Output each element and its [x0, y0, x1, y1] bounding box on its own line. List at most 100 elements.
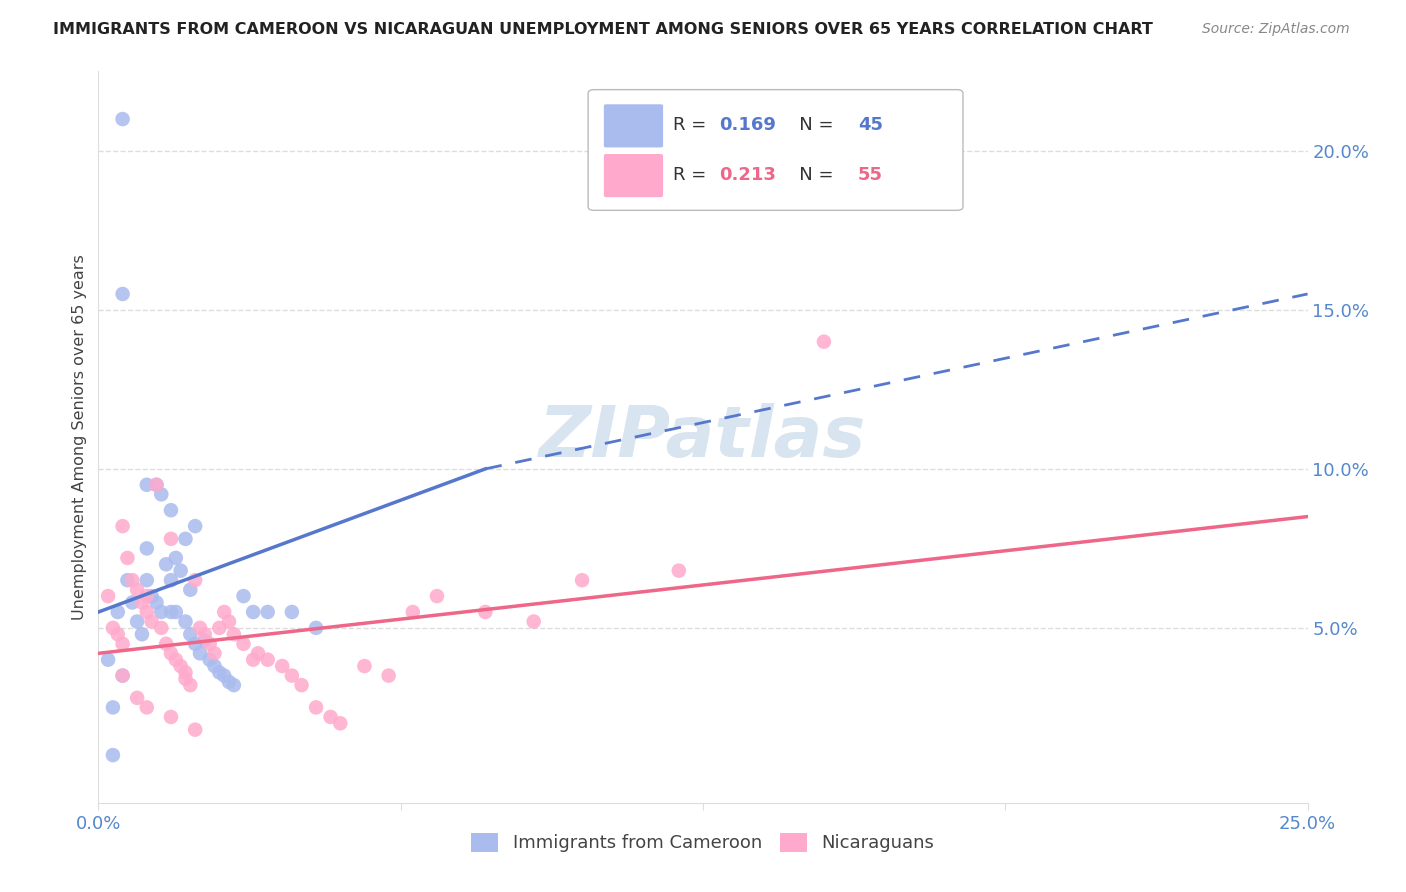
Point: [111, 668, 134, 682]
Point: [160, 646, 183, 660]
Point: [101, 700, 124, 714]
Point: [160, 503, 183, 517]
Point: [141, 615, 163, 629]
Point: [160, 532, 183, 546]
Point: [135, 589, 157, 603]
Point: [111, 112, 134, 126]
Point: [150, 605, 173, 619]
Point: [150, 621, 173, 635]
Point: [165, 653, 187, 667]
Point: [174, 615, 197, 629]
Point: [150, 487, 173, 501]
Point: [290, 678, 312, 692]
Point: [204, 659, 226, 673]
Point: [247, 646, 270, 660]
Point: [305, 621, 328, 635]
Text: N =: N =: [782, 117, 839, 135]
Text: ZIPatlas: ZIPatlas: [540, 402, 866, 472]
Point: [813, 334, 835, 349]
Point: [107, 605, 129, 619]
Point: [107, 627, 129, 641]
Point: [111, 637, 134, 651]
Point: [194, 633, 217, 648]
Point: [198, 653, 221, 667]
Text: N =: N =: [782, 166, 839, 185]
FancyBboxPatch shape: [588, 90, 963, 211]
Point: [377, 668, 399, 682]
Point: [117, 550, 139, 565]
Point: [111, 287, 134, 301]
Point: [121, 595, 143, 609]
Point: [160, 573, 183, 587]
Point: [571, 573, 593, 587]
Point: [97, 653, 120, 667]
Point: [204, 646, 226, 660]
Point: [145, 595, 167, 609]
Point: [145, 477, 167, 491]
Point: [135, 477, 157, 491]
Point: [111, 668, 134, 682]
Point: [184, 637, 207, 651]
Point: [184, 519, 207, 533]
Point: [179, 582, 201, 597]
Point: [179, 678, 201, 692]
Point: [222, 627, 245, 641]
Point: [271, 659, 294, 673]
Point: [111, 519, 134, 533]
Point: [165, 605, 187, 619]
Point: [179, 627, 201, 641]
Point: [145, 477, 167, 491]
Point: [474, 605, 496, 619]
Point: [117, 573, 139, 587]
Text: Source: ZipAtlas.com: Source: ZipAtlas.com: [1202, 22, 1350, 37]
Point: [97, 589, 120, 603]
Point: [305, 700, 328, 714]
Point: [135, 541, 157, 556]
Point: [131, 595, 153, 609]
Point: [155, 637, 177, 651]
Point: [281, 668, 304, 682]
Point: [169, 564, 191, 578]
Point: [174, 665, 197, 680]
Text: IMMIGRANTS FROM CAMEROON VS NICARAGUAN UNEMPLOYMENT AMONG SENIORS OVER 65 YEARS : IMMIGRANTS FROM CAMEROON VS NICARAGUAN U…: [53, 22, 1153, 37]
Point: [169, 659, 191, 673]
Point: [353, 659, 375, 673]
Point: [127, 582, 149, 597]
Point: [160, 710, 183, 724]
Point: [160, 605, 183, 619]
Point: [155, 558, 177, 572]
Point: [135, 605, 157, 619]
Point: [212, 605, 235, 619]
Point: [256, 653, 278, 667]
Point: [127, 690, 149, 705]
Legend: Immigrants from Cameroon, Nicaraguans: Immigrants from Cameroon, Nicaraguans: [464, 826, 942, 860]
Point: [135, 573, 157, 587]
Point: [523, 615, 546, 629]
Point: [329, 716, 352, 731]
Text: 0.213: 0.213: [718, 166, 776, 185]
Point: [135, 700, 157, 714]
Point: [212, 668, 235, 682]
Point: [188, 646, 211, 660]
Point: [101, 748, 124, 763]
Text: 55: 55: [858, 166, 883, 185]
Point: [188, 621, 211, 635]
Point: [281, 605, 304, 619]
Point: [184, 723, 207, 737]
Point: [319, 710, 342, 724]
Point: [184, 573, 207, 587]
Point: [165, 550, 187, 565]
Point: [232, 637, 254, 651]
Point: [218, 675, 240, 690]
Point: [218, 615, 240, 629]
Point: [101, 621, 124, 635]
Text: 45: 45: [858, 117, 883, 135]
Point: [208, 665, 231, 680]
Point: [194, 627, 217, 641]
Point: [121, 573, 143, 587]
Point: [426, 589, 449, 603]
Point: [668, 564, 690, 578]
Point: [402, 605, 425, 619]
FancyBboxPatch shape: [603, 104, 664, 147]
Text: R =: R =: [672, 117, 711, 135]
